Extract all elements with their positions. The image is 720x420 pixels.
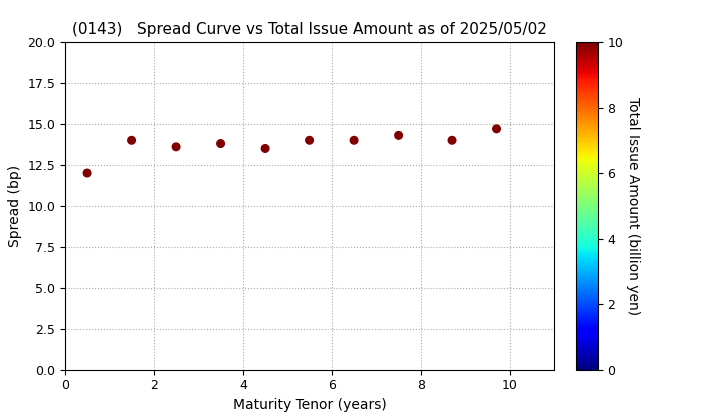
Point [171,144,182,150]
Y-axis label: Spread (bp): Spread (bp) [8,165,22,247]
Point [259,145,271,152]
Title: (0143)   Spread Curve vs Total Issue Amount as of 2025/05/02: (0143) Spread Curve vs Total Issue Amoun… [72,22,547,37]
Point [491,126,503,132]
Point [446,137,458,144]
Point [126,137,138,144]
Point [81,170,93,176]
Point [215,140,226,147]
X-axis label: Maturity Tenor (years): Maturity Tenor (years) [233,398,387,412]
Point [348,137,360,144]
Point [393,132,405,139]
Point [304,137,315,144]
Y-axis label: Total Issue Amount (billion yen): Total Issue Amount (billion yen) [626,97,640,315]
